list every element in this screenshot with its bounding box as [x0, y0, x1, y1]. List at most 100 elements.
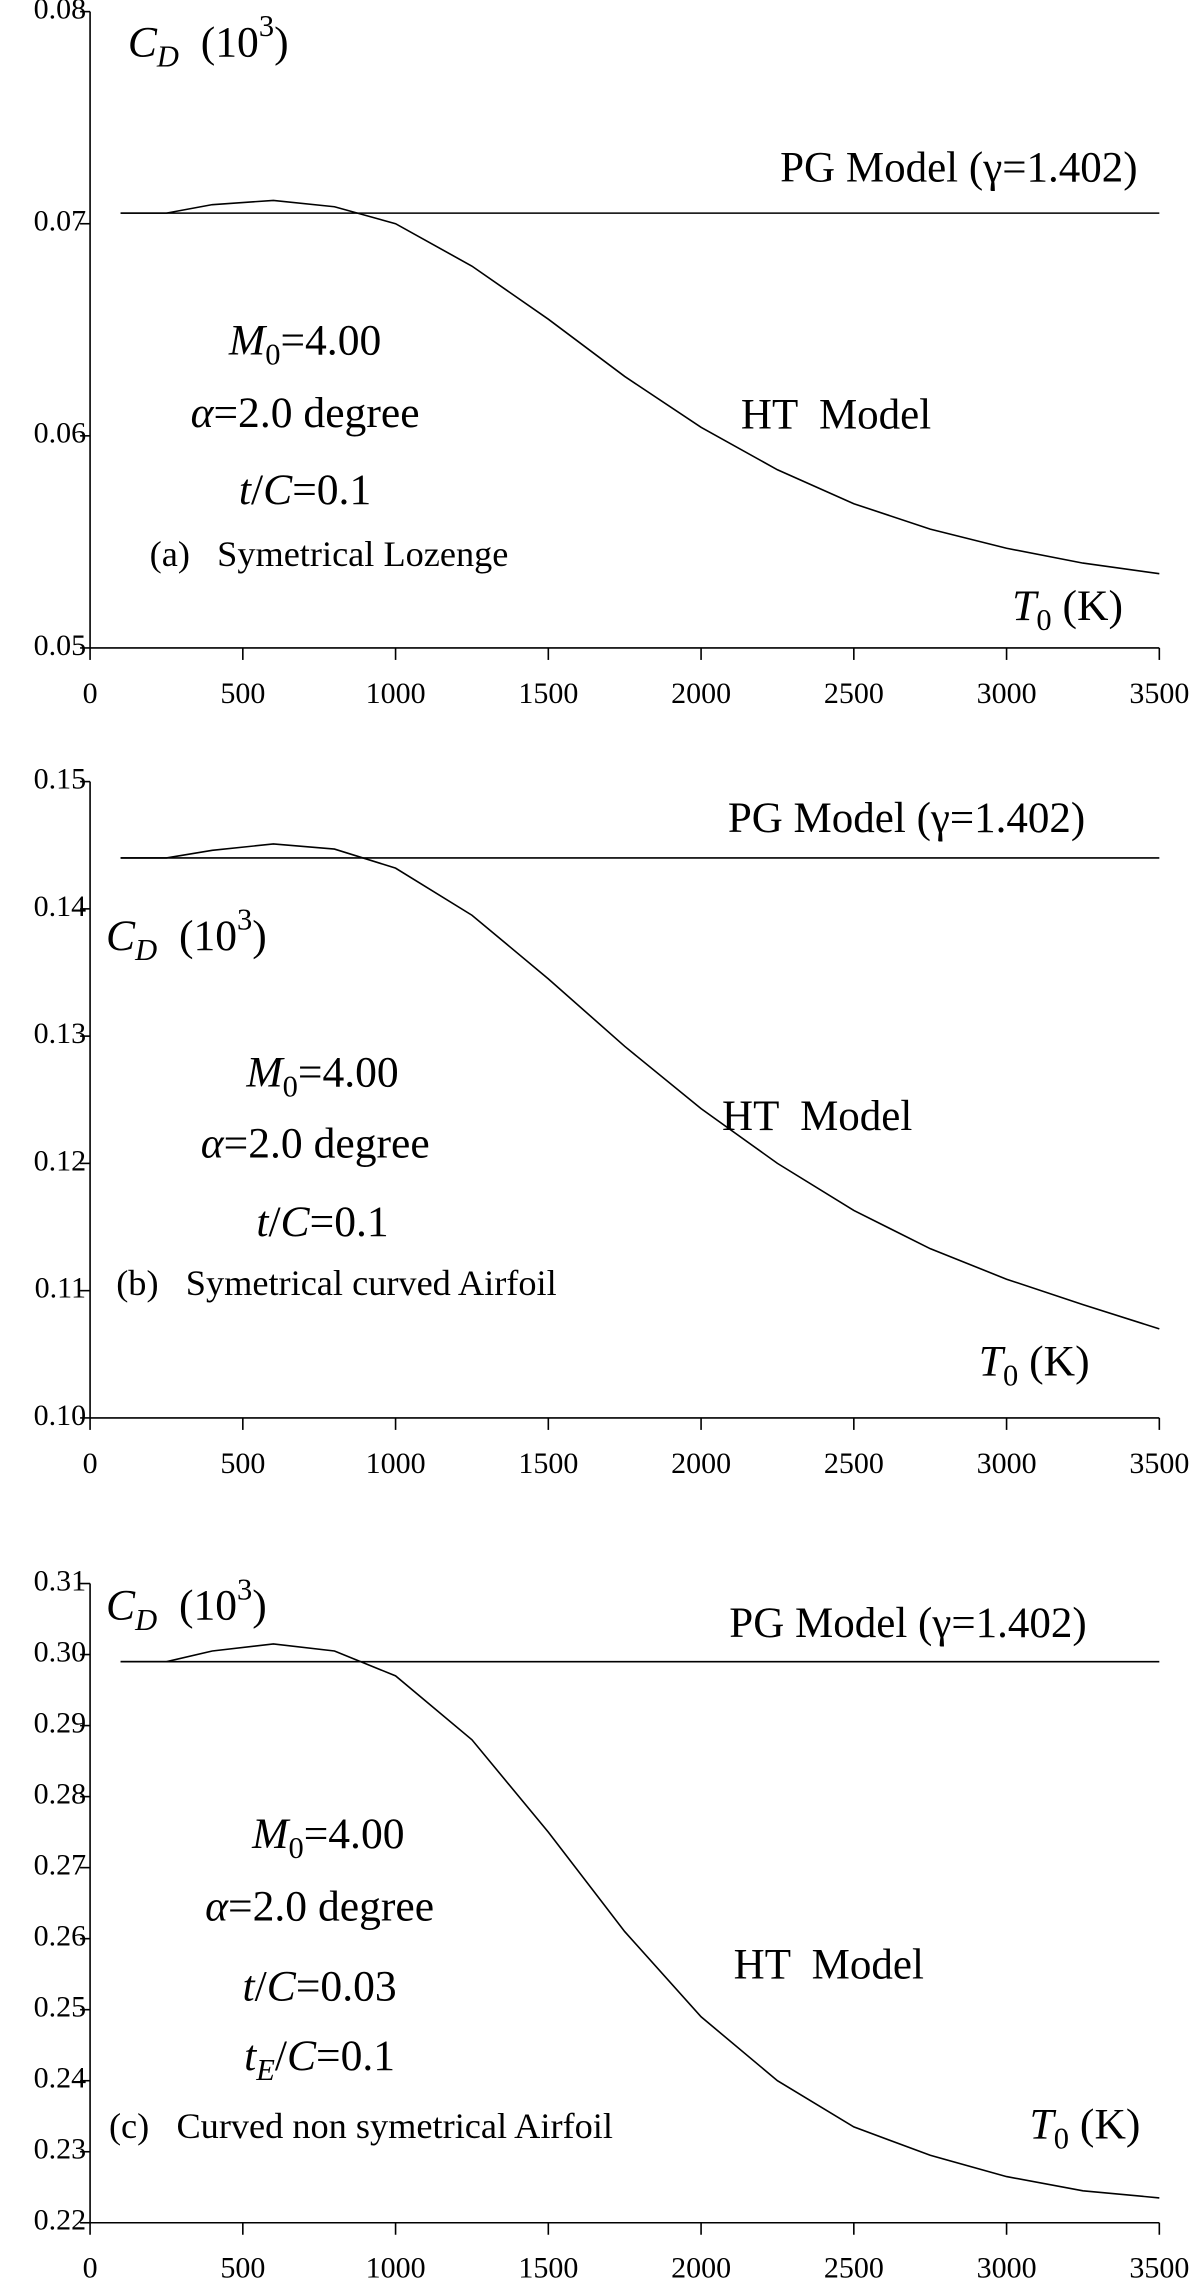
- y-tick-label: 0.28: [34, 1778, 87, 1811]
- y-tick-label: 0.29: [34, 1706, 87, 1739]
- y-tick-label: 0.14: [34, 890, 87, 923]
- series-label: HT Model: [734, 1941, 924, 1988]
- y-tick-label: 0.07: [34, 205, 87, 238]
- x-tick-label: 1500: [518, 1447, 578, 1480]
- annotation: M0=4.00: [245, 1049, 398, 1104]
- annotation-part: ): [252, 912, 267, 960]
- annotation-part: T: [1012, 582, 1039, 630]
- annotation: (c) Curved non symetrical Airfoil: [109, 2106, 613, 2146]
- annotation-part: (K): [1069, 2100, 1140, 2148]
- annotation: CD (103): [128, 9, 289, 74]
- y-tick-label: 0.10: [34, 1399, 87, 1432]
- x-tick-label: 3500: [1129, 677, 1189, 710]
- annotation-part: =4.00: [280, 316, 381, 364]
- annotation-part: (b) Symetrical curved Airfoil: [116, 1263, 556, 1303]
- y-tick-label: 0.30: [34, 1635, 87, 1668]
- series-line: [120, 199, 1160, 575]
- annotation-part: t: [244, 2032, 257, 2080]
- annotation-part: =4.00: [304, 1810, 405, 1858]
- annotation-part: M: [251, 1810, 291, 1858]
- x-tick-label: 0: [83, 2252, 98, 2278]
- annotation-part: (K): [1018, 1338, 1089, 1386]
- series-label: HT Model: [741, 391, 931, 438]
- annotation-part: D: [156, 40, 179, 74]
- x-tick-label: 1000: [366, 1447, 426, 1480]
- annotation-part: =0.1: [316, 2032, 395, 2080]
- annotation-part: D: [134, 1603, 157, 1637]
- annotation-part: =0.1: [292, 466, 371, 514]
- y-tick-label: 0.05: [34, 629, 87, 662]
- series-label: HT Model: [722, 1093, 912, 1140]
- annotation-part: C: [128, 18, 158, 66]
- annotation: α=2.0 degree: [205, 1882, 434, 1930]
- annotation-part: =0.1: [310, 1198, 389, 1246]
- y-tick-label: 0.12: [34, 1144, 87, 1177]
- y-tick-label: 0.26: [34, 1920, 87, 1953]
- annotation-part: M: [228, 316, 268, 364]
- annotation-part: α: [191, 389, 215, 437]
- annotation-part: /: [275, 2032, 288, 2080]
- annotation-part: t: [239, 466, 252, 514]
- annotation: t/C=0.03: [243, 1962, 397, 2010]
- x-tick-label: 2500: [824, 677, 884, 710]
- annotation-part: 3: [237, 1572, 252, 1606]
- annotation-part: C: [281, 1198, 311, 1246]
- annotation-part: 0: [1003, 1359, 1018, 1393]
- annotation-part: C: [267, 1962, 297, 2010]
- annotation-part: C: [287, 2032, 317, 2080]
- series-label: PG Model (γ=1.402): [780, 144, 1137, 191]
- annotation: t/C=0.1: [256, 1198, 388, 1246]
- annotation-part: 0: [1036, 603, 1051, 637]
- annotation: t/C=0.1: [239, 466, 371, 514]
- annotation-part: =4.00: [298, 1049, 399, 1097]
- annotation-part: t: [243, 1962, 256, 2010]
- annotation-part: C: [106, 1582, 136, 1630]
- annotation-part: 0: [288, 1831, 303, 1865]
- annotation-part: T: [1030, 2100, 1057, 2148]
- annotation-part: T: [979, 1338, 1006, 1386]
- y-tick-label: 0.08: [34, 0, 87, 26]
- x-tick-label: 0: [83, 677, 98, 710]
- annotation-part: (10: [179, 18, 259, 66]
- annotation-part: 0: [283, 1070, 298, 1104]
- y-tick-label: 0.27: [34, 1849, 87, 1882]
- annotation-part: α: [201, 1120, 225, 1168]
- annotation-part: ): [274, 18, 289, 66]
- x-tick-label: 2500: [824, 2252, 884, 2278]
- y-tick-label: 0.22: [34, 2204, 87, 2237]
- annotation-part: 0: [265, 337, 280, 371]
- x-tick-label: 2000: [671, 1447, 731, 1480]
- x-tick-label: 1000: [366, 2252, 426, 2278]
- y-tick-label: 0.24: [34, 2062, 87, 2095]
- series-line: [120, 843, 1160, 1330]
- y-tick-label: 0.31: [34, 1564, 87, 1597]
- series-line: [120, 1643, 1160, 2199]
- annotation: CD (103): [106, 903, 267, 968]
- y-tick-label: 0.13: [34, 1017, 87, 1050]
- x-tick-label: 3500: [1129, 2252, 1189, 2278]
- annotation-part: (K): [1052, 582, 1123, 630]
- x-tick-label: 2000: [671, 677, 731, 710]
- y-tick-label: 0.23: [34, 2133, 87, 2166]
- annotation: α=2.0 degree: [191, 389, 420, 437]
- annotation-part: (10: [157, 912, 237, 960]
- annotation: (b) Symetrical curved Airfoil: [116, 1263, 556, 1303]
- annotation-part: /: [251, 466, 264, 514]
- annotation-part: =0.03: [296, 1962, 397, 2010]
- annotation-part: t: [256, 1198, 269, 1246]
- annotation-part: ): [252, 1582, 267, 1630]
- x-tick-label: 1500: [518, 2252, 578, 2278]
- x-tick-label: 3500: [1129, 1447, 1189, 1480]
- x-tick-label: 2500: [824, 1447, 884, 1480]
- x-tick-label: 3000: [977, 677, 1037, 710]
- y-tick-label: 0.25: [34, 1991, 87, 2024]
- y-tick-label: 0.11: [35, 1272, 86, 1305]
- annotation-part: α: [205, 1882, 229, 1930]
- annotation: (a) Symetrical Lozenge: [150, 534, 509, 574]
- x-tick-label: 1500: [518, 677, 578, 710]
- annotation-part: M: [245, 1049, 285, 1097]
- annotation-part: E: [255, 2053, 275, 2087]
- annotation-part: /: [268, 1198, 281, 1246]
- annotation-part: 3: [259, 9, 274, 43]
